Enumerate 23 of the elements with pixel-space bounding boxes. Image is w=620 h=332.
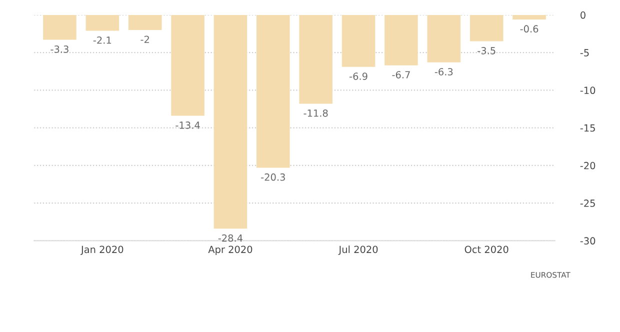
y-tick-label: -5	[580, 49, 589, 56]
data-label: -6.3	[434, 68, 453, 76]
data-label: -3.5	[478, 47, 496, 54]
x-tick-label: Jul 2020	[338, 246, 378, 255]
data-label: -6.9	[350, 72, 368, 80]
y-tick-label: -20	[580, 162, 596, 170]
data-label: -3.3	[50, 46, 68, 53]
y-tick-label: -15	[580, 124, 595, 132]
x-tick-label: Oct 2020	[464, 246, 508, 254]
y-tick-label: -30	[580, 237, 596, 245]
data-label: -11.8	[304, 109, 328, 117]
data-label: -28.4	[218, 234, 242, 242]
data-label: -20.3	[261, 173, 285, 181]
y-tick-label: 0	[580, 11, 586, 19]
x-tick-label: Jan 2020	[80, 246, 124, 255]
y-tick-label: -10	[580, 86, 596, 94]
data-label: -2.1	[93, 36, 111, 44]
data-label: -0.6	[520, 25, 538, 33]
data-label: -2	[140, 36, 149, 43]
data-label: -6.7	[392, 71, 410, 78]
y-tick-label: -25	[580, 200, 595, 207]
data-label: -13.4	[176, 122, 200, 129]
x-tick-label: Apr 2020	[208, 246, 252, 255]
